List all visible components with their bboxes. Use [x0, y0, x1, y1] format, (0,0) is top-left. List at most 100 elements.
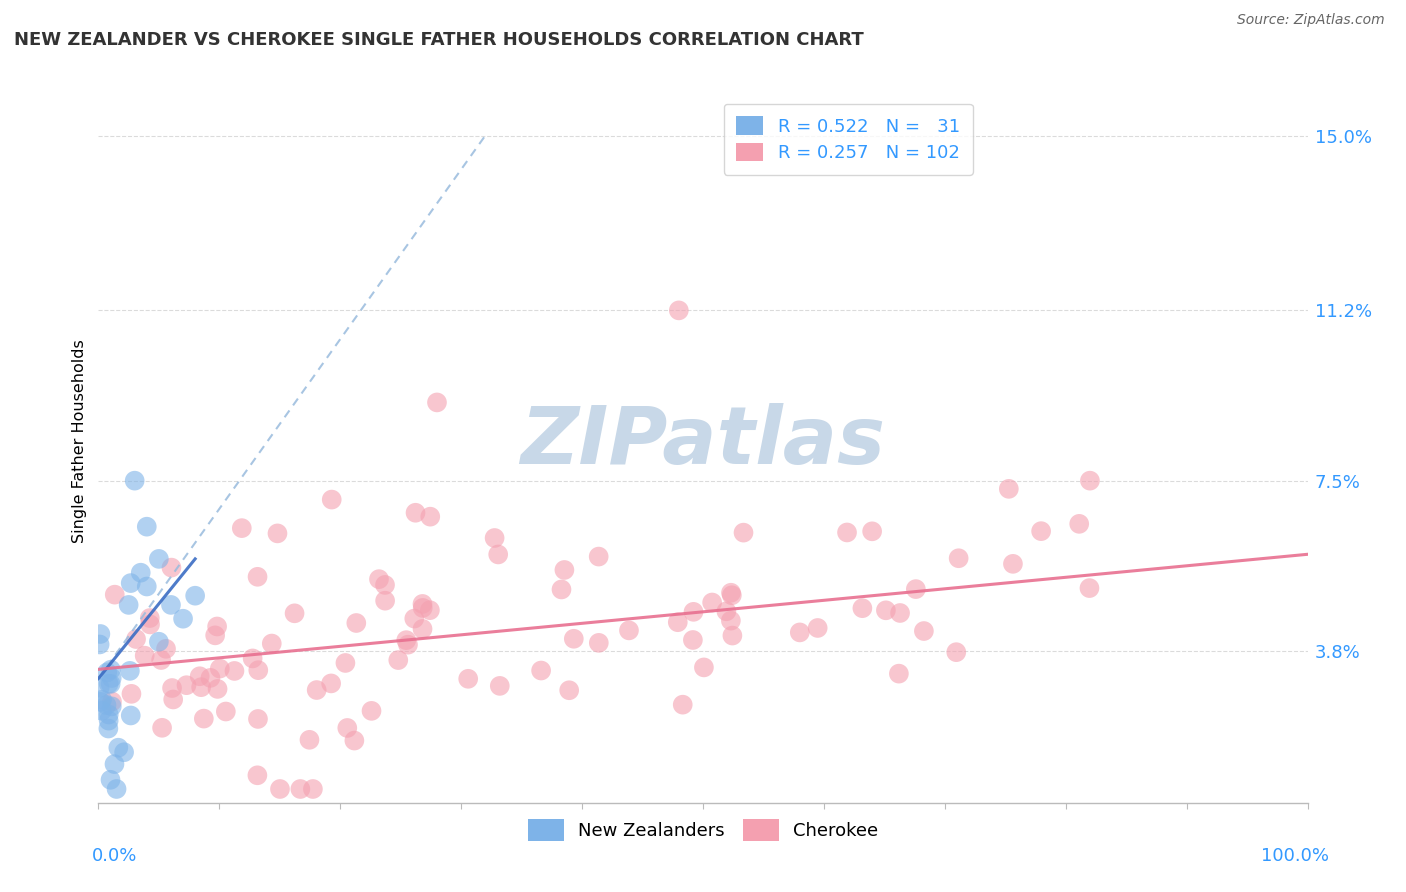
Point: [91, 692, 114, 706]
Point: [807, 621, 830, 635]
Point: [200, 671, 222, 685]
Point: [260, 636, 283, 650]
Point: [835, 525, 858, 540]
Point: [231, 521, 253, 535]
Point: [188, 669, 211, 683]
Point: [96, 665, 118, 680]
Point: [135, 580, 157, 594]
Point: [150, 721, 173, 735]
Point: [1078, 474, 1101, 488]
Point: [887, 666, 910, 681]
Point: [215, 705, 238, 719]
Point: [89, 627, 111, 641]
Point: [120, 687, 142, 701]
Point: [100, 663, 122, 677]
Point: [904, 582, 927, 596]
Point: [733, 525, 755, 540]
Point: [344, 615, 367, 630]
Point: [242, 651, 264, 665]
Point: [266, 526, 288, 541]
Point: [148, 634, 170, 648]
Point: [1001, 557, 1024, 571]
Point: [484, 531, 506, 545]
Point: [207, 681, 229, 696]
Point: [100, 772, 122, 787]
Point: [682, 605, 704, 619]
Point: [97, 722, 120, 736]
Point: [335, 656, 357, 670]
Point: [374, 578, 396, 592]
Point: [666, 615, 689, 630]
Point: [716, 604, 738, 618]
Point: [721, 588, 744, 602]
Point: [90, 704, 112, 718]
Point: [412, 622, 434, 636]
Point: [247, 663, 270, 677]
Text: ZIPatlas: ZIPatlas: [520, 402, 886, 481]
Point: [101, 695, 124, 709]
Point: [302, 782, 325, 797]
Point: [104, 588, 127, 602]
Point: [720, 586, 742, 600]
Point: [160, 598, 183, 612]
Point: [89, 637, 111, 651]
Point: [374, 593, 396, 607]
Point: [702, 595, 724, 609]
Legend: New Zealanders, Cherokee: New Zealanders, Cherokee: [520, 812, 886, 848]
Point: [672, 698, 695, 712]
Point: [488, 679, 510, 693]
Point: [550, 582, 572, 597]
Point: [155, 641, 177, 656]
Point: [720, 614, 742, 628]
Point: [298, 732, 321, 747]
Point: [336, 721, 359, 735]
Point: [395, 633, 418, 648]
Point: [486, 548, 509, 562]
Point: [419, 509, 441, 524]
Point: [693, 660, 716, 674]
Point: [148, 552, 170, 566]
Point: [343, 733, 366, 747]
Point: [617, 624, 640, 638]
Point: [457, 672, 479, 686]
Point: [90, 695, 112, 709]
Point: [860, 524, 883, 539]
Point: [875, 603, 897, 617]
Point: [139, 617, 162, 632]
Point: [1029, 524, 1052, 538]
Text: Source: ZipAtlas.com: Source: ZipAtlas.com: [1237, 13, 1385, 28]
Point: [190, 680, 212, 694]
Point: [404, 611, 426, 625]
Point: [368, 572, 391, 586]
Point: [96, 698, 118, 713]
Point: [107, 740, 129, 755]
Point: [588, 549, 610, 564]
Point: [100, 677, 122, 691]
Point: [97, 714, 120, 728]
Point: [103, 757, 125, 772]
Point: [101, 699, 124, 714]
Point: [120, 708, 142, 723]
Point: [998, 482, 1021, 496]
Point: [530, 664, 553, 678]
Point: [321, 676, 343, 690]
Point: [1078, 581, 1101, 595]
Point: [100, 671, 122, 685]
Point: [284, 607, 307, 621]
Point: [419, 603, 441, 617]
Point: [321, 492, 343, 507]
Point: [269, 782, 291, 797]
Point: [124, 474, 146, 488]
Point: [125, 632, 148, 646]
Point: [889, 606, 911, 620]
Point: [139, 611, 162, 625]
Point: [134, 648, 156, 663]
Point: [360, 704, 382, 718]
Point: [562, 632, 585, 646]
Point: [204, 628, 226, 642]
Point: [176, 678, 198, 692]
Text: 0.0%: 0.0%: [91, 847, 136, 864]
Point: [396, 638, 419, 652]
Point: [290, 782, 312, 797]
Point: [948, 551, 970, 566]
